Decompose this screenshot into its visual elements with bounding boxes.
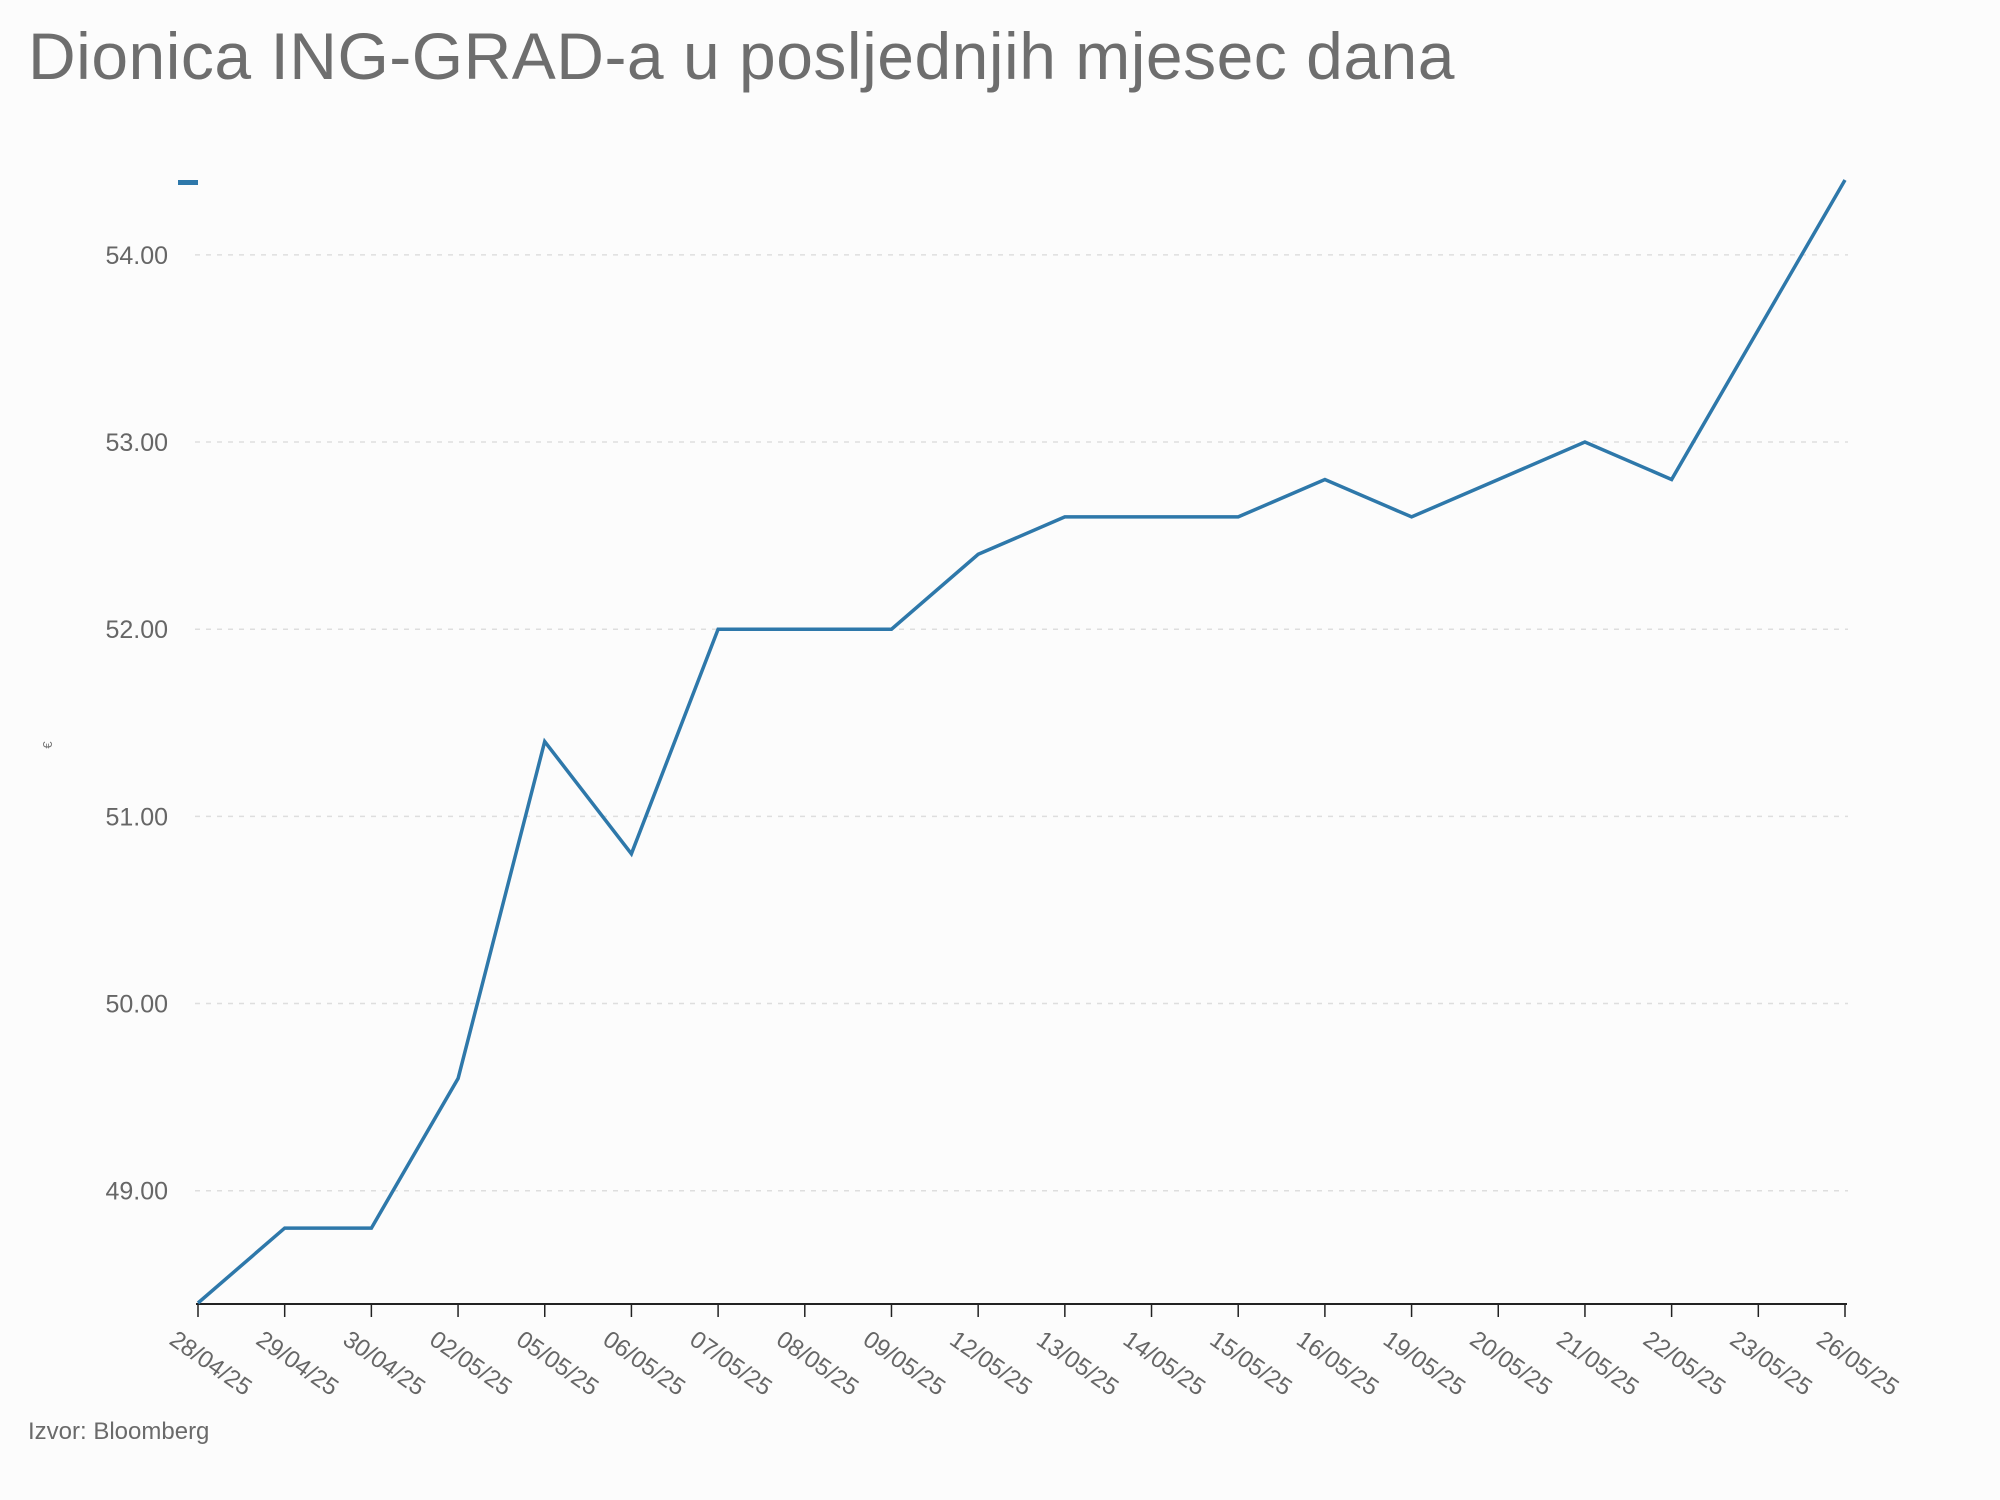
y-tick-label: 54.00 bbox=[105, 242, 168, 270]
series-line bbox=[196, 179, 1847, 1305]
y-axis-label: € bbox=[40, 741, 55, 749]
grid-lines bbox=[195, 254, 1848, 1192]
x-tick-label: 23/05/25 bbox=[1725, 1326, 1817, 1402]
x-tick-label: 13/05/25 bbox=[1031, 1326, 1123, 1402]
x-tick-label: 30/04/25 bbox=[338, 1326, 430, 1402]
x-tick-label: 02/05/25 bbox=[425, 1326, 517, 1402]
y-axis-tick-labels: 49.00 50.00 51.00 52.00 53.00 54.00 bbox=[105, 242, 168, 1206]
x-tick-label: 16/05/25 bbox=[1291, 1326, 1383, 1402]
x-tick-label: 26/05/25 bbox=[1812, 1326, 1904, 1402]
x-axis-tick-labels: 28/04/2529/04/2530/04/2502/05/2505/05/25… bbox=[165, 1326, 1904, 1402]
legend bbox=[178, 180, 198, 185]
x-tick-label: 08/05/25 bbox=[771, 1326, 863, 1402]
legend-swatch bbox=[178, 180, 198, 185]
x-tick-label: 22/05/25 bbox=[1638, 1326, 1730, 1402]
source-note: Izvor: Bloomberg bbox=[28, 1418, 210, 1445]
y-tick-label: 51.00 bbox=[105, 803, 168, 831]
x-axis-ticks bbox=[197, 1304, 1846, 1317]
chart-title: Dionica ING-GRAD-a u posljednjih mjesec … bbox=[28, 19, 1455, 93]
x-tick-label: 28/04/25 bbox=[165, 1326, 257, 1402]
x-tick-label: 29/04/25 bbox=[251, 1326, 343, 1402]
y-tick-label: 49.00 bbox=[105, 1178, 168, 1206]
y-tick-label: 50.00 bbox=[105, 991, 168, 1019]
x-tick-label: 20/05/25 bbox=[1465, 1326, 1557, 1402]
x-tick-label: 14/05/25 bbox=[1118, 1326, 1210, 1402]
y-tick-label: 53.00 bbox=[105, 429, 168, 457]
x-tick-label: 05/05/25 bbox=[511, 1326, 603, 1402]
x-tick-label: 09/05/25 bbox=[858, 1326, 950, 1402]
y-tick-label: 52.00 bbox=[105, 616, 168, 644]
x-tick-label: 07/05/25 bbox=[685, 1326, 777, 1402]
x-tick-label: 12/05/25 bbox=[945, 1326, 1037, 1402]
series bbox=[196, 179, 1847, 1305]
x-tick-label: 15/05/25 bbox=[1205, 1326, 1297, 1402]
x-tick-label: 06/05/25 bbox=[598, 1326, 690, 1402]
x-tick-label: 19/05/25 bbox=[1378, 1326, 1470, 1402]
x-tick-label: 21/05/25 bbox=[1552, 1326, 1644, 1402]
